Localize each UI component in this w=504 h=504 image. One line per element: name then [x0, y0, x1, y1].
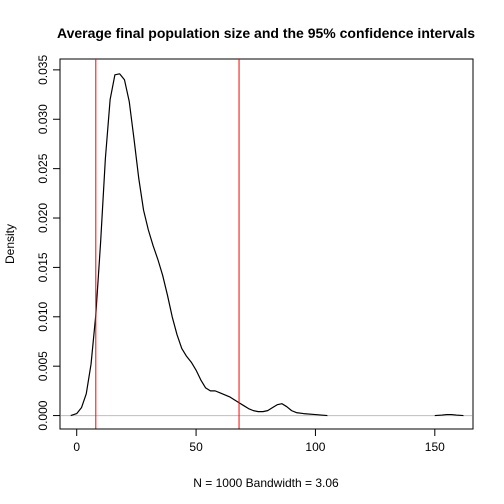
- y-axis-label: Density: [3, 224, 17, 264]
- x-axis: 0 50 100 150: [73, 428, 445, 454]
- y-tick-label: 0.015: [36, 252, 50, 282]
- chart-title: Average final population size and the 95…: [57, 25, 475, 41]
- density-curve-1: [70, 73, 328, 417]
- x-tick-label: 0: [73, 440, 80, 454]
- y-tick-label: 0.010: [36, 301, 50, 331]
- y-tick-label: 0.025: [36, 153, 50, 183]
- plot-frame: [59, 58, 474, 430]
- density-curve-2: [434, 413, 464, 417]
- x-tick-label: 50: [189, 440, 203, 454]
- y-tick-label: 0.035: [36, 55, 50, 85]
- series-layer: [70, 73, 464, 417]
- y-tick-label: 0.030: [36, 104, 50, 134]
- y-tick-label: 0.020: [36, 203, 50, 233]
- x-tick-label: 150: [425, 440, 445, 454]
- y-tick-label: 0.000: [36, 400, 50, 430]
- y-axis: 0.000 0.005 0.010 0.015 0.020 0.025 0.030 0.035: [36, 55, 61, 431]
- x-tick-label: 100: [305, 440, 325, 454]
- y-tick-label: 0.005: [36, 351, 50, 381]
- x-axis-label: N = 1000 Bandwidth = 3.06: [193, 476, 339, 490]
- vline-layer: [95, 59, 240, 429]
